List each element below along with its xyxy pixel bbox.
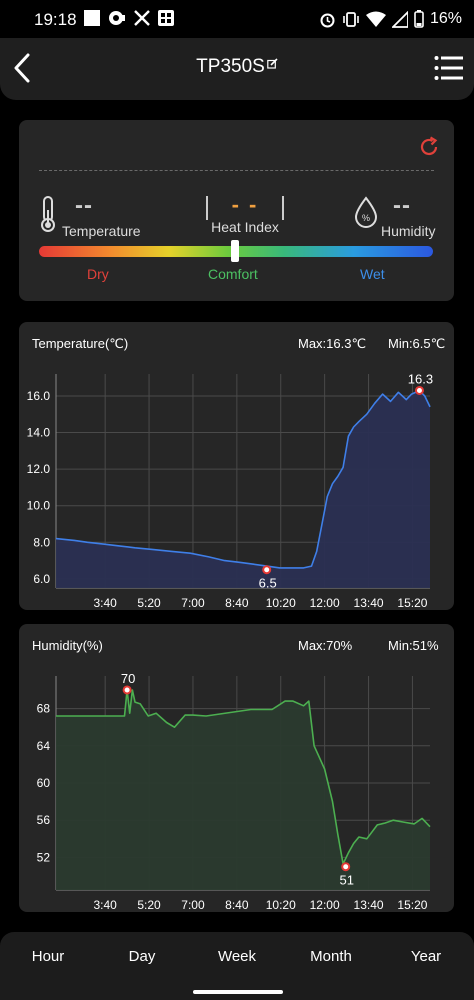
temperature-chart-title: Temperature(℃) bbox=[32, 336, 129, 351]
humidity-chart[interactable]: 3:40 5:20 7:00 8:40 10:20 12:00 13:40 15:20 68 64… bbox=[19, 624, 454, 912]
data-point-marker bbox=[414, 385, 424, 395]
data-label: 70 bbox=[121, 671, 135, 686]
data-label: 51 bbox=[339, 873, 353, 888]
title-wrap: TP350S bbox=[0, 56, 474, 78]
data-point-marker bbox=[262, 565, 272, 575]
app-grid-icon bbox=[158, 10, 174, 26]
vibrate-icon bbox=[342, 11, 360, 28]
tab-year[interactable]: Year bbox=[410, 948, 442, 965]
y-tick-label: 52 bbox=[37, 850, 51, 864]
refresh-icon bbox=[420, 136, 438, 156]
battery-icon bbox=[414, 10, 424, 28]
data-point-marker bbox=[122, 685, 132, 695]
x-tick-label: 5:20 bbox=[137, 596, 161, 610]
x-tick-label: 7:00 bbox=[181, 596, 205, 610]
square-notification-icon bbox=[84, 10, 100, 26]
y-tick-label: 10.0 bbox=[27, 499, 51, 513]
y-tick-label: 60 bbox=[37, 776, 51, 790]
back-button[interactable] bbox=[8, 52, 36, 84]
notification-icons bbox=[84, 10, 174, 26]
wifi-icon bbox=[365, 11, 386, 28]
tab-day[interactable]: Day bbox=[128, 948, 156, 965]
humidity-min: Min:51% bbox=[388, 638, 439, 653]
refresh-button[interactable] bbox=[418, 136, 440, 158]
x-tick-label: 3:40 bbox=[93, 898, 117, 912]
x-tick-label: 12:00 bbox=[310, 898, 340, 912]
y-tick-label: 8.0 bbox=[33, 535, 50, 549]
tab-month[interactable]: Month bbox=[310, 948, 352, 965]
humidity-chart-title: Humidity(%) bbox=[32, 638, 103, 653]
signal-icon bbox=[391, 10, 408, 28]
temperature-min: Min:6.5℃ bbox=[388, 336, 446, 351]
heat-index-value: - - bbox=[231, 192, 259, 217]
humidity-chart-panel: Humidity(%) Max:70% Min:51% 3:40 5:20 7:00… bbox=[19, 624, 454, 912]
temperature-max: Max:16.3℃ bbox=[298, 336, 367, 351]
divider bbox=[39, 170, 434, 171]
series-area bbox=[56, 690, 430, 890]
humidity-max: Max:70% bbox=[298, 638, 353, 653]
x-logo-icon bbox=[134, 10, 150, 26]
x-tick-label: 15:20 bbox=[397, 596, 427, 610]
system-icons: 16% bbox=[319, 10, 462, 28]
data-label: 6.5 bbox=[259, 576, 277, 591]
heat-index-bracket-left bbox=[206, 196, 208, 220]
x-tick-label: 5:20 bbox=[137, 898, 161, 912]
svg-text:%: % bbox=[362, 213, 370, 223]
y-tick-label: 64 bbox=[37, 739, 51, 753]
series-area bbox=[56, 390, 430, 588]
comfort-status-panel: -- Temperature - - Heat Index % -- Humid… bbox=[19, 120, 454, 301]
y-tick-label: 68 bbox=[37, 702, 51, 716]
status-time: 19:18 bbox=[34, 10, 77, 29]
device-title: TP350S bbox=[196, 56, 265, 77]
comfort-label: Comfort bbox=[208, 266, 258, 282]
battery-percent: 16% bbox=[429, 10, 462, 27]
alarm-icon bbox=[319, 11, 336, 28]
y-tick-label: 12.0 bbox=[27, 462, 51, 476]
x-tick-label: 3:40 bbox=[93, 596, 117, 610]
heat-index-bracket-right bbox=[282, 196, 284, 220]
heat-index-label: Heat Index bbox=[211, 219, 279, 235]
series-line bbox=[55, 389, 431, 569]
gesture-nav-handle[interactable] bbox=[193, 990, 283, 994]
y-tick-label: 14.0 bbox=[27, 426, 51, 440]
x-tick-label: 8:40 bbox=[225, 898, 249, 912]
temperature-label: Temperature bbox=[62, 223, 141, 239]
y-tick-label: 6.0 bbox=[33, 572, 50, 586]
comfort-indicator bbox=[231, 240, 239, 262]
temperature-chart-panel: Temperature(℃) Max:16.3℃ Min:6.5℃ 3:40 5:… bbox=[19, 322, 454, 610]
y-tick-label: 56 bbox=[37, 813, 51, 827]
period-tab-bar: Hour Day Week Month Year bbox=[0, 932, 474, 1000]
x-tick-label: 7:00 bbox=[181, 898, 205, 912]
edit-icon[interactable] bbox=[267, 56, 278, 74]
humidity-value: -- bbox=[393, 192, 411, 219]
series-line bbox=[56, 689, 431, 865]
back-arrow-icon bbox=[14, 53, 30, 83]
x-tick-label: 13:40 bbox=[354, 898, 384, 912]
tab-hour[interactable]: Hour bbox=[31, 948, 65, 965]
x-tick-label: 13:40 bbox=[354, 596, 384, 610]
x-tick-label: 12:00 bbox=[310, 596, 340, 610]
x-tick-label: 10:20 bbox=[266, 898, 296, 912]
wet-label: Wet bbox=[360, 266, 385, 282]
menu-icon bbox=[434, 56, 463, 80]
data-label: 16.3 bbox=[408, 371, 433, 386]
tab-week[interactable]: Week bbox=[217, 948, 257, 965]
x-tick-label: 8:40 bbox=[225, 596, 249, 610]
y-tick-label: 16.0 bbox=[27, 389, 51, 403]
dry-label: Dry bbox=[87, 266, 109, 282]
temperature-value: -- bbox=[75, 192, 93, 219]
x-tick-label: 10:20 bbox=[266, 596, 296, 610]
menu-button[interactable] bbox=[434, 54, 464, 82]
chat-bubble-icon bbox=[108, 10, 126, 26]
data-point-marker bbox=[341, 862, 351, 872]
status-bar: 19:18 16% bbox=[0, 0, 474, 38]
temperature-chart[interactable]: 3:40 5:20 7:00 8:40 10:20 12:00 13:40 15:20 16.0… bbox=[19, 322, 454, 610]
thermometer-icon bbox=[39, 196, 57, 237]
x-tick-label: 15:20 bbox=[397, 898, 427, 912]
humidity-drop-icon: % bbox=[353, 196, 379, 233]
humidity-label: Humidity bbox=[381, 223, 436, 239]
app-header: TP350S bbox=[0, 38, 474, 100]
